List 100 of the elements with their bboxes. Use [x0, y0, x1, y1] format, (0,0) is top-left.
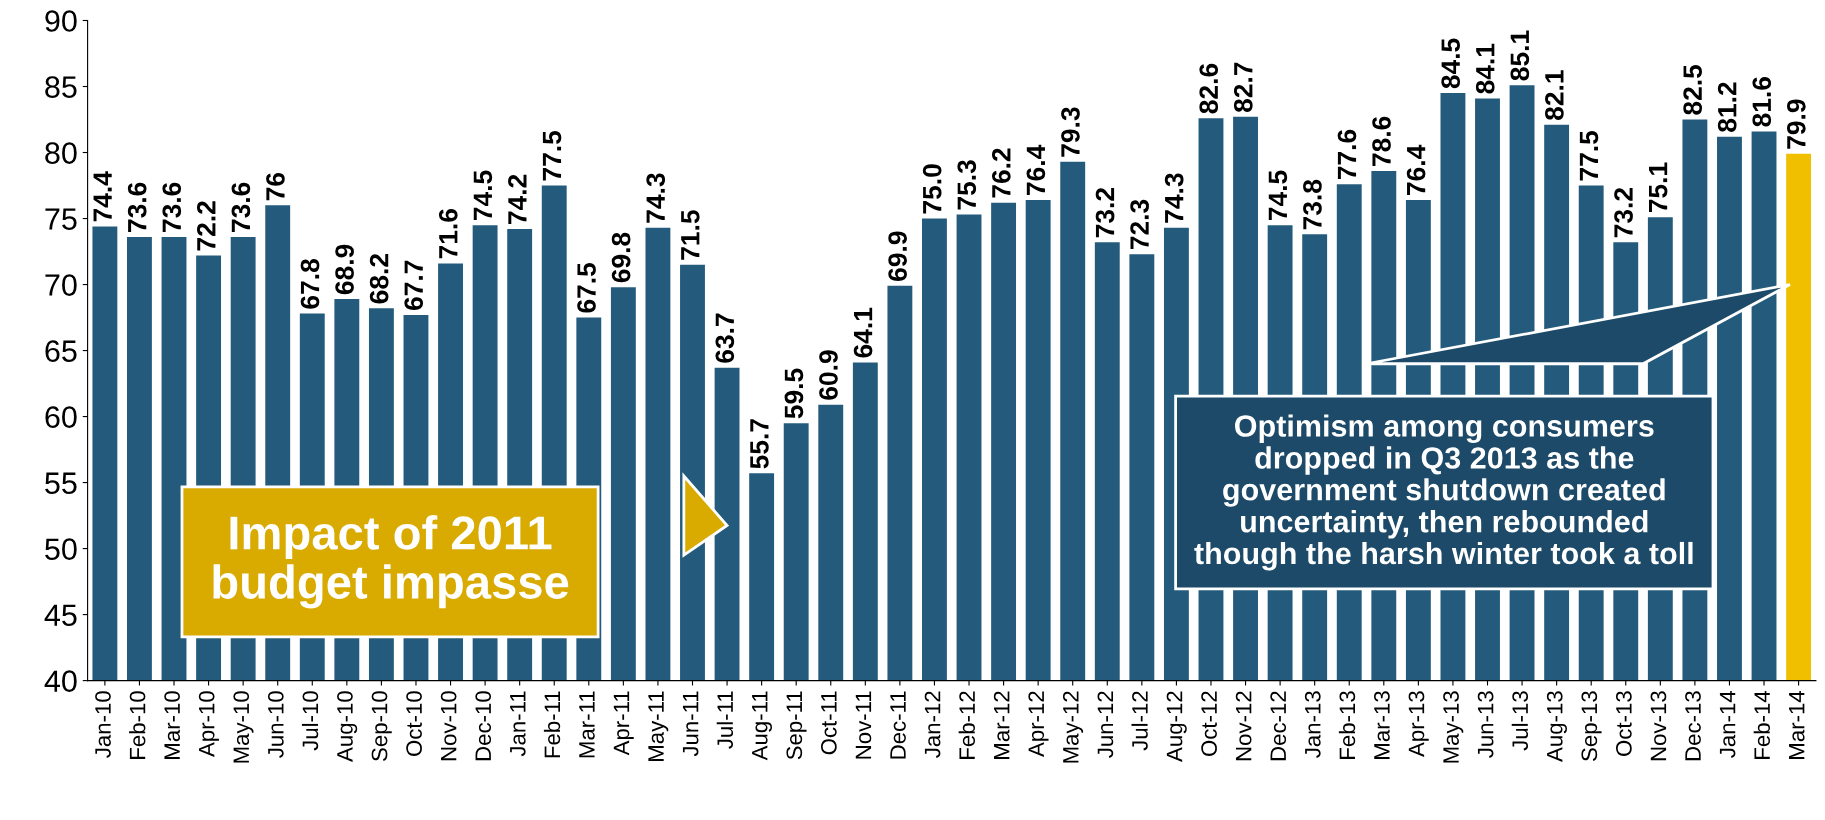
data-label: 73.6	[162, 182, 182, 232]
data-label: 73.2	[1614, 188, 1633, 238]
data-label: 72.3	[1130, 199, 1149, 250]
data-label: 82.5	[1683, 64, 1702, 115]
x-tick-label: Mar-14	[1789, 690, 1805, 759]
x-tick-label: Dec-10	[475, 691, 492, 761]
data-label: 82.7	[1233, 62, 1253, 113]
data-label: 64.1	[853, 307, 873, 358]
x-tick-label: Apr-13	[1408, 691, 1429, 757]
data-label: 81.2	[1717, 82, 1737, 132]
data-label: 79.9	[1786, 99, 1806, 149]
y-tick-label: 40	[44, 670, 77, 692]
data-label: 76.4	[1026, 144, 1046, 195]
x-tick-label: May-13	[1443, 691, 1464, 763]
x-tick-label: Mar-10	[164, 691, 180, 759]
x-tick-label: Apr-12	[1028, 691, 1049, 757]
data-label: 68.9	[335, 244, 354, 295]
data-label: 74.3	[646, 173, 666, 223]
data-label: 60.9	[819, 350, 838, 400]
y-tick-label: 45	[44, 604, 77, 626]
data-label: 74.5	[1268, 170, 1288, 221]
x-tick-label: Mar-13	[1374, 691, 1390, 759]
x-tick-label: Oct-12	[1201, 691, 1217, 756]
y-tick-label: 65	[45, 340, 77, 362]
x-tick-label: Sep-11	[786, 691, 807, 760]
x-tick-label: Feb-11	[543, 691, 561, 758]
data-label: 71.6	[438, 209, 458, 259]
data-label: 75.3	[957, 160, 977, 210]
data-label: 69.9	[888, 231, 907, 281]
x-tick-label: Jul-11	[716, 691, 734, 749]
data-label: 78.6	[1372, 116, 1391, 166]
data-label: 73.2	[1095, 188, 1115, 238]
data-label: 75.0	[922, 164, 942, 214]
data-label: 69.8	[611, 232, 631, 283]
x-tick-label: Mar-11	[579, 691, 595, 758]
data-label: 67.5	[577, 262, 596, 313]
x-tick-label: Jan-11	[510, 691, 526, 757]
data-label: 67.8	[300, 259, 320, 309]
x-tick-label: Dec-11	[890, 691, 906, 759]
data-label: 74.2	[508, 174, 527, 224]
y-tick-label: 60	[45, 406, 77, 428]
data-label: 76	[266, 172, 285, 201]
x-tick-label: Jun-11	[682, 691, 699, 757]
x-tick-label: Feb-12	[958, 691, 975, 759]
data-label: 77.5	[1579, 130, 1599, 181]
data-label: 72.2	[196, 201, 216, 251]
x-tick-label: Apr-10	[198, 691, 219, 757]
data-label: 74.4	[93, 171, 112, 222]
data-label: 82.1	[1545, 70, 1564, 120]
x-tick-label: Feb-13	[1338, 691, 1356, 759]
x-tick-label: May-10	[233, 691, 254, 763]
data-label: 73.6	[231, 182, 251, 232]
x-tick-label: Feb-14	[1753, 690, 1770, 759]
data-label: 75.1	[1649, 162, 1668, 213]
data-label: 63.7	[715, 313, 735, 363]
data-label: 71.5	[681, 210, 700, 260]
data-label: 82.6	[1199, 63, 1219, 114]
x-tick-label: Jun-13	[1477, 691, 1494, 758]
data-label: 77.6	[1337, 129, 1357, 180]
x-tick-label: Nov-12	[1235, 691, 1252, 761]
y-tick-label: 80	[45, 142, 77, 164]
y-tick-label: 70	[45, 274, 77, 296]
annotation: Impact of 2011 budget impasse	[213, 515, 569, 609]
x-tick-label: Aug-10	[337, 691, 358, 762]
x-tick-label: May-12	[1062, 691, 1084, 763]
data-label: 79.3	[1061, 107, 1080, 157]
data-label: 85.1	[1510, 30, 1530, 81]
data-label: 74.3	[1164, 173, 1184, 223]
x-tick-label: Sep-10	[371, 691, 392, 761]
data-label: 73.8	[1303, 179, 1322, 230]
x-tick-label: Jul-13	[1511, 691, 1529, 751]
x-tick-label: Oct-10	[406, 691, 422, 756]
data-label: 59.5	[784, 368, 804, 419]
data-label: 76.4	[1406, 144, 1426, 195]
x-tick-label: Jan-14	[1719, 690, 1736, 758]
data-label: 81.6	[1752, 77, 1772, 127]
x-tick-label: Sep-13	[1581, 691, 1602, 761]
x-tick-label: Oct-13	[1615, 691, 1632, 756]
x-tick-label: Jun-10	[267, 691, 284, 758]
x-tick-label: Aug-11	[752, 691, 772, 761]
x-tick-label: May-11	[648, 691, 669, 761]
data-label: 55.7	[750, 419, 769, 469]
x-tick-label: Nov-11	[855, 691, 872, 759]
y-tick-label: 50	[45, 538, 77, 560]
y-tick-label: 55	[45, 472, 77, 494]
x-tick-label: Jan-10	[95, 691, 111, 758]
data-label: 84.5	[1441, 38, 1461, 89]
x-tick-label: Dec-13	[1685, 691, 1701, 761]
y-tick-label: 85	[45, 76, 77, 98]
x-tick-label: Nov-10	[440, 691, 457, 761]
data-label: 67.7	[404, 260, 424, 310]
data-label: 84.1	[1475, 43, 1495, 94]
y-tick-label: 90	[45, 10, 77, 32]
y-tick-label: 75	[45, 208, 77, 230]
x-tick-label: Nov-13	[1650, 691, 1667, 761]
x-tick-label: Oct-11	[820, 691, 837, 755]
x-tick-label: Jun-12	[1097, 691, 1114, 758]
x-tick-label: Jul-12	[1131, 691, 1148, 751]
data-label: 77.5	[542, 130, 562, 181]
x-tick-label: Jan-13	[1304, 691, 1321, 758]
